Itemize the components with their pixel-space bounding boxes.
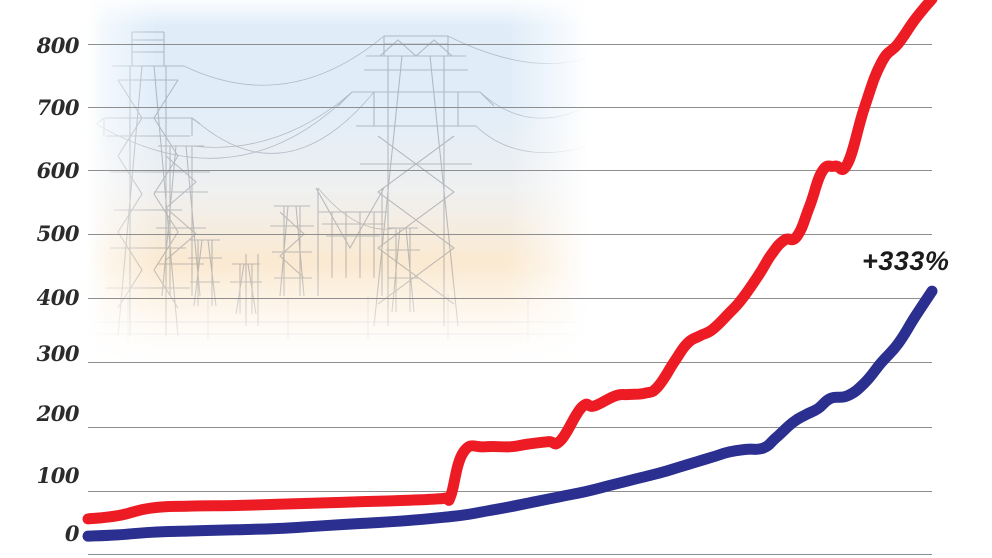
ytick-label-100: 100 (36, 463, 80, 488)
gridline-200 (88, 427, 932, 428)
gridline-700 (88, 107, 932, 108)
gridline-100 (88, 491, 932, 492)
ytick-label-800: 800 (36, 33, 80, 58)
gridline-300 (88, 362, 932, 363)
ytick-label-600: 600 (36, 158, 80, 183)
ytick-label-300: 300 (36, 341, 80, 366)
gridline-400 (88, 298, 932, 299)
ytick-label-700: 700 (36, 95, 80, 120)
gridline-600 (88, 170, 932, 171)
ytick-label-200: 200 (36, 401, 80, 426)
gridline-0 (88, 554, 932, 555)
gridline-800 (88, 44, 932, 45)
ytick-label-500: 500 (36, 221, 80, 246)
ytick-label-0: 0 (64, 521, 80, 546)
growth-annotation-label: +333% (862, 246, 950, 276)
gridline-500 (88, 234, 932, 235)
ytick-label-400: 400 (36, 285, 80, 310)
